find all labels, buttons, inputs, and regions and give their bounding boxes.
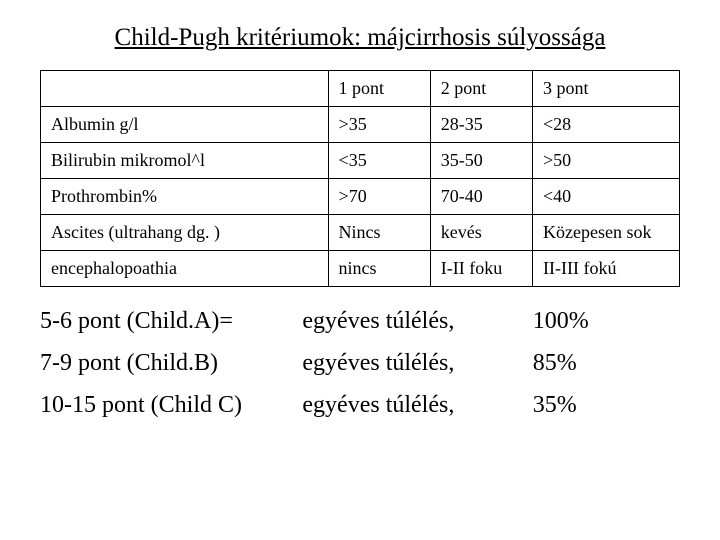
table-cell: 3 pont xyxy=(533,71,680,107)
table-cell: Ascites (ultrahang dg. ) xyxy=(41,215,329,251)
table-cell: Albumin g/l xyxy=(41,107,329,143)
table-cell: Közepesen sok xyxy=(533,215,680,251)
table-cell: 70-40 xyxy=(430,179,532,215)
survival-list: 5-6 pont (Child.A)= egyéves túlélés, 100… xyxy=(40,309,680,417)
survival-row: 7-9 pont (Child.B) egyéves túlélés, 85% xyxy=(40,351,680,375)
survival-rate: 85% xyxy=(533,351,680,375)
table-row: Albumin g/l >35 28-35 <28 xyxy=(41,107,680,143)
table-cell: Nincs xyxy=(328,215,430,251)
table-cell: >50 xyxy=(533,143,680,179)
survival-text: egyéves túlélés, xyxy=(302,393,532,417)
survival-rate: 35% xyxy=(533,393,680,417)
table-cell: <40 xyxy=(533,179,680,215)
page-title: Child-Pugh kritériumok: májcirrhosis súl… xyxy=(40,24,680,52)
table-cell: Prothrombin% xyxy=(41,179,329,215)
survival-rate: 100% xyxy=(533,309,680,333)
table-cell: 1 pont xyxy=(328,71,430,107)
survival-label: 10-15 pont (Child C) xyxy=(40,393,302,417)
table-cell: nincs xyxy=(328,251,430,287)
survival-text: egyéves túlélés, xyxy=(302,351,532,375)
table-cell: 35-50 xyxy=(430,143,532,179)
table-cell: kevés xyxy=(430,215,532,251)
table-cell: II-III fokú xyxy=(533,251,680,287)
survival-row: 5-6 pont (Child.A)= egyéves túlélés, 100… xyxy=(40,309,680,333)
slide-page: Child-Pugh kritériumok: májcirrhosis súl… xyxy=(0,0,720,417)
table-cell: <28 xyxy=(533,107,680,143)
table-cell xyxy=(41,71,329,107)
table-row: Bilirubin mikromol^l <35 35-50 >50 xyxy=(41,143,680,179)
survival-label: 5-6 pont (Child.A)= xyxy=(40,309,302,333)
table-cell: 2 pont xyxy=(430,71,532,107)
table-cell: 28-35 xyxy=(430,107,532,143)
table-row: encephalopoathia nincs I-II foku II-III … xyxy=(41,251,680,287)
survival-text: egyéves túlélés, xyxy=(302,309,532,333)
table-cell: <35 xyxy=(328,143,430,179)
table-row: Ascites (ultrahang dg. ) Nincs kevés Köz… xyxy=(41,215,680,251)
survival-row: 10-15 pont (Child C) egyéves túlélés, 35… xyxy=(40,393,680,417)
survival-label: 7-9 pont (Child.B) xyxy=(40,351,302,375)
table-row: 1 pont 2 pont 3 pont xyxy=(41,71,680,107)
criteria-table: 1 pont 2 pont 3 pont Albumin g/l >35 28-… xyxy=(40,70,680,287)
table-cell: I-II foku xyxy=(430,251,532,287)
table-cell: >35 xyxy=(328,107,430,143)
table-cell: >70 xyxy=(328,179,430,215)
table-row: Prothrombin% >70 70-40 <40 xyxy=(41,179,680,215)
table-cell: encephalopoathia xyxy=(41,251,329,287)
table-cell: Bilirubin mikromol^l xyxy=(41,143,329,179)
